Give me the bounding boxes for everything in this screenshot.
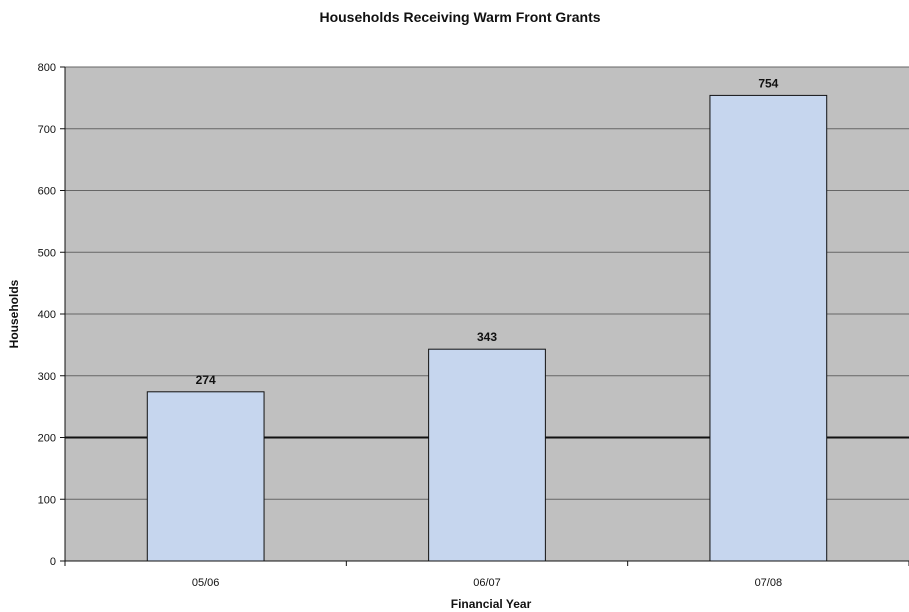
y-tick-label: 0 — [50, 556, 56, 568]
bar-value-label: 754 — [758, 76, 778, 90]
bars: 274 343 754 — [146, 76, 828, 562]
x-tick-label: 07/08 — [755, 577, 783, 589]
chart-title: Households Receiving Warm Front Grants — [319, 9, 600, 25]
bar — [709, 94, 828, 562]
bar-value-label: 274 — [196, 373, 216, 387]
y-tick-label: 800 — [38, 62, 56, 74]
y-axis-title: Households — [7, 279, 21, 348]
y-tick-label: 400 — [38, 309, 56, 321]
y-tick-label: 300 — [38, 371, 56, 383]
y-tick-label: 700 — [38, 124, 56, 136]
y-tick-label: 200 — [38, 433, 56, 445]
y-tick-label: 500 — [38, 247, 56, 259]
x-tick-label: 06/07 — [473, 577, 501, 589]
bar-value-label: 343 — [477, 330, 497, 344]
y-tick-label: 600 — [38, 186, 56, 198]
y-tick-label: 100 — [38, 494, 56, 506]
x-tick-label: 05/06 — [192, 577, 220, 589]
axes: 05/06 06/07 07/08 0 100 200 300 400 500 600 700 800 — [38, 62, 909, 589]
bar — [428, 348, 546, 562]
x-axis-title: Financial Year — [451, 597, 532, 611]
bar — [146, 391, 265, 562]
